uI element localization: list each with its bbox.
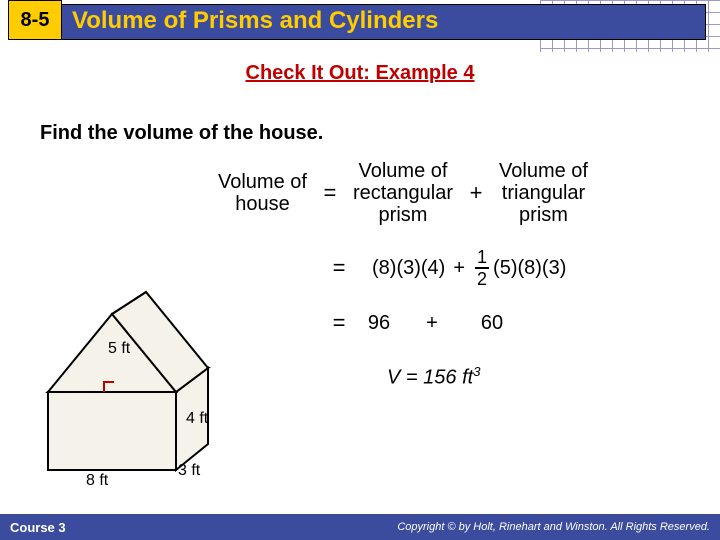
equation-result: V = 156 ft3 [212,364,708,390]
text: Volume of [359,160,448,182]
mid-stack: Volume of rectangular prism [347,160,459,226]
text: house [235,193,290,215]
course-label: Course 3 [0,520,66,535]
example-subtitle: Check It Out: Example 4 [0,62,720,85]
header: 8-5 Volume of Prisms and Cylinders [0,0,720,52]
house-diagram: 5 ft 4 ft 8 ft 3 ft [36,280,256,490]
exponent: 3 [473,364,480,379]
plus-sign: + [459,180,493,206]
dim-width: 8 ft [86,472,108,490]
result-value: 156 ft [423,367,473,389]
value-b: 60 [462,312,522,335]
variable-v: V [387,367,400,389]
text: prism [379,204,428,226]
equals-sign: = [322,310,356,336]
equation-row-2: = (8)(3)(4) + 1 2 (5)(8)(3) [212,248,708,288]
dim-depth: 3 ft [178,462,200,480]
value-a: 96 [356,312,402,335]
equals-sign: = [400,367,423,389]
denominator: 2 [477,270,487,288]
equation-row-3: = 96 + 60 [212,310,708,336]
lesson-title: Volume of Prisms and Cylinders [72,7,438,35]
problem-prompt: Find the volume of the house. [40,122,323,145]
equals-sign: = [322,255,356,281]
text: prism [519,204,568,226]
text: Volume of [499,160,588,182]
numerator: 1 [477,248,487,266]
dim-roof-height: 5 ft [108,340,130,358]
term-2: (5)(8)(3) [493,257,566,280]
text: Volume of [218,171,307,193]
copyright-text: Copyright © by Holt, Rinehart and Winsto… [397,521,720,533]
house-svg [36,280,256,490]
dim-wall-height: 4 ft [186,410,208,428]
equation-row-1: Volume of house = Volume of rectangular … [212,160,708,226]
rhs-stack: Volume of triangular prism [493,160,594,226]
term-1: (8)(3)(4) [372,257,445,280]
equation-area: Volume of house = Volume of rectangular … [212,160,708,390]
lhs-stack: Volume of house [212,171,313,215]
text: rectangular [353,182,453,204]
text: triangular [502,182,585,204]
equals-sign: = [313,180,347,206]
plus-sign: + [453,257,465,280]
fraction-one-half: 1 2 [475,248,489,288]
footer: Course 3 Copyright © by Holt, Rinehart a… [0,514,720,540]
plus-sign: + [402,312,462,335]
lesson-number-box: 8-5 [8,0,62,40]
